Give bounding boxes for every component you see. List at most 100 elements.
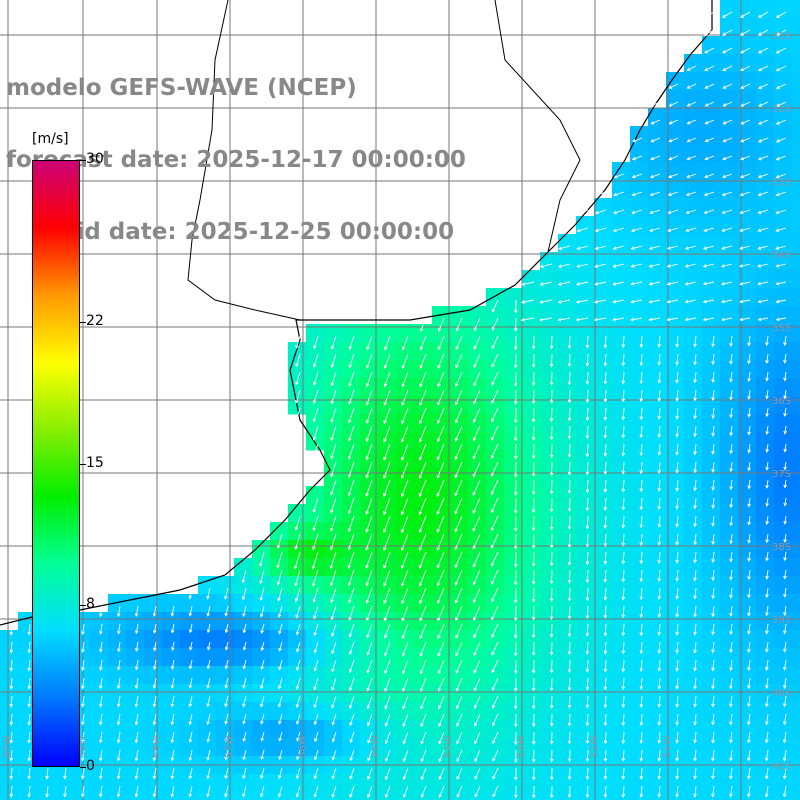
wind-arrow	[313, 695, 319, 709]
speed-cell	[630, 684, 649, 703]
wind-arrow	[585, 623, 590, 637]
wind-arrow	[711, 533, 715, 545]
speed-cell	[468, 702, 487, 721]
wind-arrow	[81, 713, 85, 726]
wind-arrow	[639, 677, 644, 691]
speed-cell	[738, 738, 757, 757]
speed-cell	[288, 558, 307, 577]
speed-cell	[540, 774, 559, 793]
wind-arrow	[531, 407, 536, 423]
speed-cell	[720, 234, 739, 253]
wind-arrow	[576, 263, 589, 268]
speed-cell	[576, 360, 595, 379]
speed-cell	[306, 648, 325, 667]
wind-arrow	[783, 461, 787, 471]
wind-arrow	[27, 767, 31, 780]
wind-arrow	[134, 695, 139, 708]
wind-arrow	[456, 767, 463, 781]
border-line	[187, 0, 301, 321]
wind-arrow	[585, 353, 590, 367]
wind-arrow	[116, 767, 121, 780]
wind-arrow	[491, 407, 499, 423]
wind-arrow	[365, 461, 373, 479]
wind-arrow	[567, 407, 572, 422]
wind-arrow	[294, 515, 301, 531]
speed-cell	[360, 666, 379, 685]
wind-arrow	[603, 731, 608, 745]
wind-arrow	[775, 137, 787, 143]
wind-arrow	[436, 425, 445, 443]
speed-cell	[756, 576, 775, 595]
wind-arrow	[513, 299, 518, 314]
speed-cell	[720, 306, 739, 325]
wind-arrow	[765, 443, 769, 453]
wind-arrow	[775, 83, 787, 90]
wind-arrow	[702, 299, 715, 304]
wind-arrow	[747, 713, 751, 726]
wind-arrow	[295, 677, 301, 691]
speed-cell	[342, 540, 361, 559]
speed-cell	[234, 684, 253, 703]
wind-arrow	[782, 767, 787, 780]
speed-cell	[612, 288, 631, 307]
speed-cell	[540, 540, 559, 559]
speed-cell	[432, 738, 451, 757]
speed-cell	[558, 360, 577, 379]
wind-arrow	[783, 425, 787, 435]
speed-cell	[180, 774, 199, 793]
speed-cell	[630, 396, 649, 415]
speed-cell	[774, 450, 793, 469]
wind-arrow	[224, 695, 229, 708]
speed-cell	[378, 432, 397, 451]
speed-cell	[486, 504, 505, 523]
wind-arrow	[491, 713, 499, 727]
wind-arrow	[621, 479, 626, 493]
speed-cell	[774, 54, 793, 73]
speed-cell	[756, 558, 775, 577]
speed-cell	[702, 378, 721, 397]
wind-arrow	[539, 317, 553, 322]
speed-cell	[522, 288, 541, 307]
speed-cell	[270, 558, 289, 577]
speed-cell	[486, 288, 505, 307]
speed-cell	[720, 18, 739, 37]
wind-arrow	[513, 371, 518, 387]
wind-arrow	[567, 497, 572, 512]
wind-arrow	[576, 227, 589, 233]
speed-cell	[684, 504, 703, 523]
wind-arrow	[367, 749, 373, 762]
wind-arrow	[312, 515, 319, 532]
wind-arrow	[9, 659, 14, 672]
wind-arrow	[675, 551, 679, 564]
speed-cell	[756, 270, 775, 289]
speed-cell	[774, 378, 793, 397]
wind-arrow	[224, 605, 229, 617]
speed-cell	[774, 774, 793, 793]
speed-cell	[792, 630, 800, 649]
wind-arrow	[276, 533, 283, 550]
speed-cell	[486, 468, 505, 487]
speed-cell	[684, 234, 703, 253]
speed-cell	[396, 360, 415, 379]
wind-arrow	[521, 281, 535, 286]
speed-cell	[432, 324, 451, 343]
speed-cell	[720, 324, 739, 343]
wind-arrow	[729, 497, 733, 509]
speed-cell	[558, 432, 577, 451]
wind-arrow	[639, 551, 644, 565]
wind-arrow	[603, 353, 608, 367]
wind-arrow	[419, 335, 427, 351]
speed-cell	[648, 576, 667, 595]
speed-cell	[324, 540, 343, 559]
wind-arrow	[621, 677, 626, 691]
speed-cell	[504, 738, 523, 757]
speed-cell	[522, 702, 541, 721]
wind-arrow	[491, 353, 499, 368]
speed-cell	[666, 630, 685, 649]
wind-arrow	[491, 335, 499, 350]
speed-cell	[468, 396, 487, 415]
speed-cell	[648, 504, 667, 523]
wind-arrow	[783, 623, 787, 635]
wind-arrow	[765, 497, 769, 507]
wind-arrow	[366, 335, 373, 351]
